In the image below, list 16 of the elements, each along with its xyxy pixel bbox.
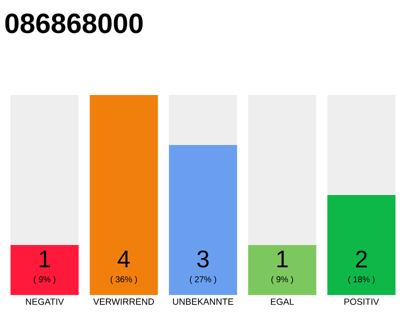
data-label: 4 <box>118 250 130 268</box>
annotation: ( 27% ) <box>190 276 216 284</box>
data-label: 1 <box>277 250 288 268</box>
annotation: ( 18% ) <box>348 276 375 284</box>
x-tick-label: NEGATIV <box>26 298 64 305</box>
data-label: 1 <box>40 250 50 268</box>
data-label: 2 <box>356 250 367 268</box>
x-tick-label: UNBEKANNTE <box>173 298 234 305</box>
data-label: 3 <box>197 250 209 268</box>
annotation: ( 9% ) <box>34 276 56 284</box>
annotation: ( 9% ) <box>271 276 293 284</box>
x-tick-label: EGAL <box>270 298 294 305</box>
chart-title: 086868000 <box>5 14 143 34</box>
x-tick-label: VERWIRREND <box>93 298 154 305</box>
annotation: ( 36% ) <box>110 276 137 284</box>
x-tick-label: POSITIV <box>344 298 380 305</box>
